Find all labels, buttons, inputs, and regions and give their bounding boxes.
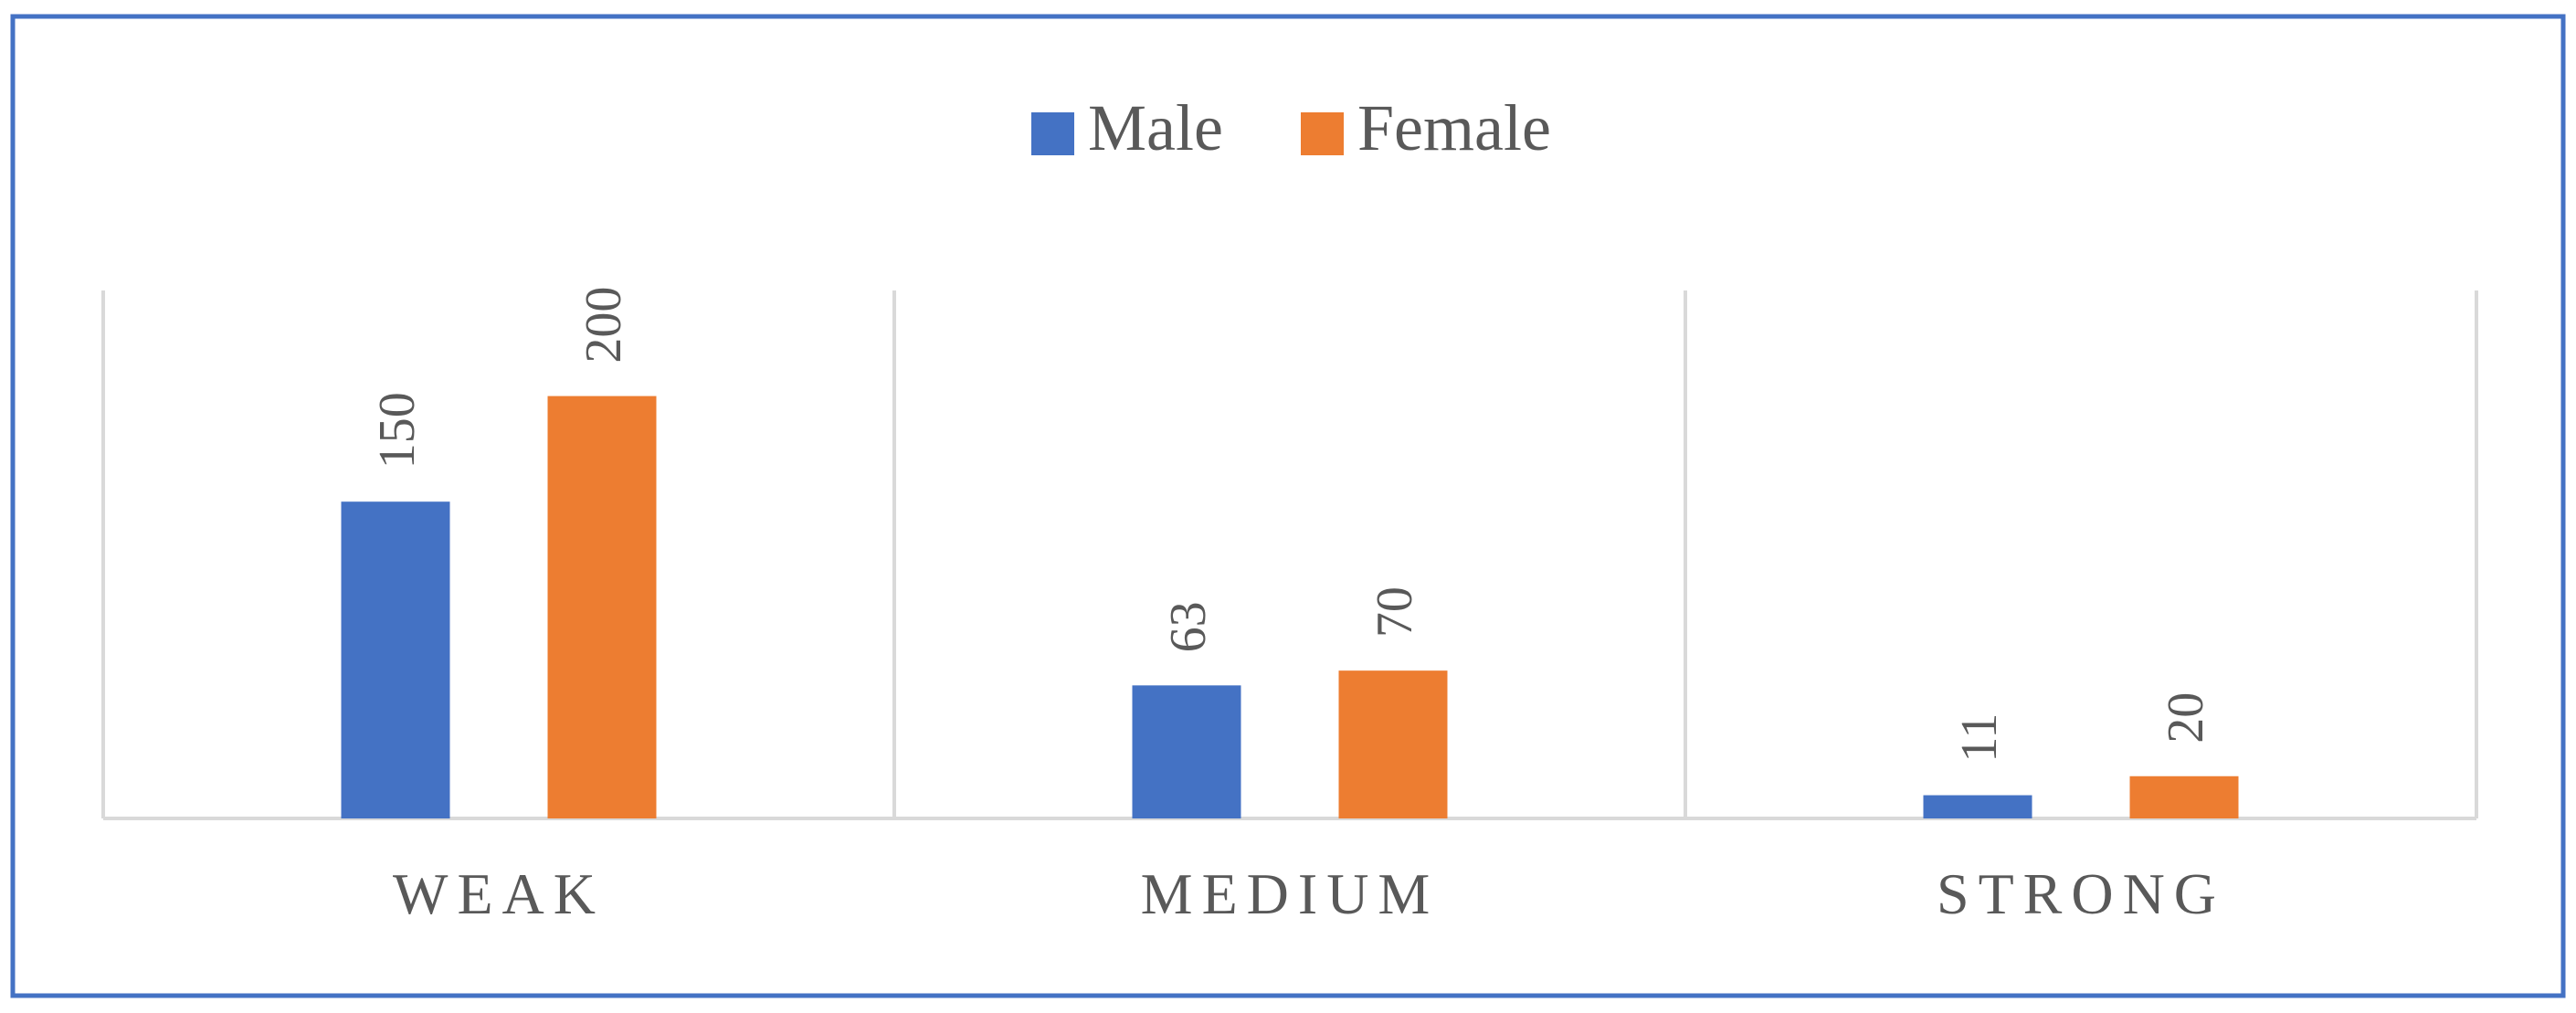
x-tick-label: WEAK bbox=[393, 861, 605, 926]
legend-label: Female bbox=[1357, 91, 1551, 164]
x-tick-label: MEDIUM bbox=[1141, 861, 1440, 926]
x-tick-label: STRONG bbox=[1937, 861, 2225, 926]
bar bbox=[341, 501, 450, 818]
bar bbox=[1338, 670, 1448, 818]
bar bbox=[1132, 685, 1241, 818]
data-label: 200 bbox=[575, 287, 632, 364]
data-label: 150 bbox=[369, 392, 426, 469]
legend-swatch bbox=[1301, 112, 1344, 155]
data-label: 63 bbox=[1160, 601, 1217, 652]
data-label: 11 bbox=[1951, 713, 2008, 763]
bar bbox=[2129, 776, 2239, 818]
bar bbox=[547, 396, 657, 818]
data-label: 70 bbox=[1367, 586, 1423, 638]
legend-swatch bbox=[1031, 112, 1074, 155]
legend-label: Male bbox=[1088, 91, 1223, 164]
bar bbox=[1923, 795, 2032, 818]
data-label: 20 bbox=[2158, 692, 2214, 744]
